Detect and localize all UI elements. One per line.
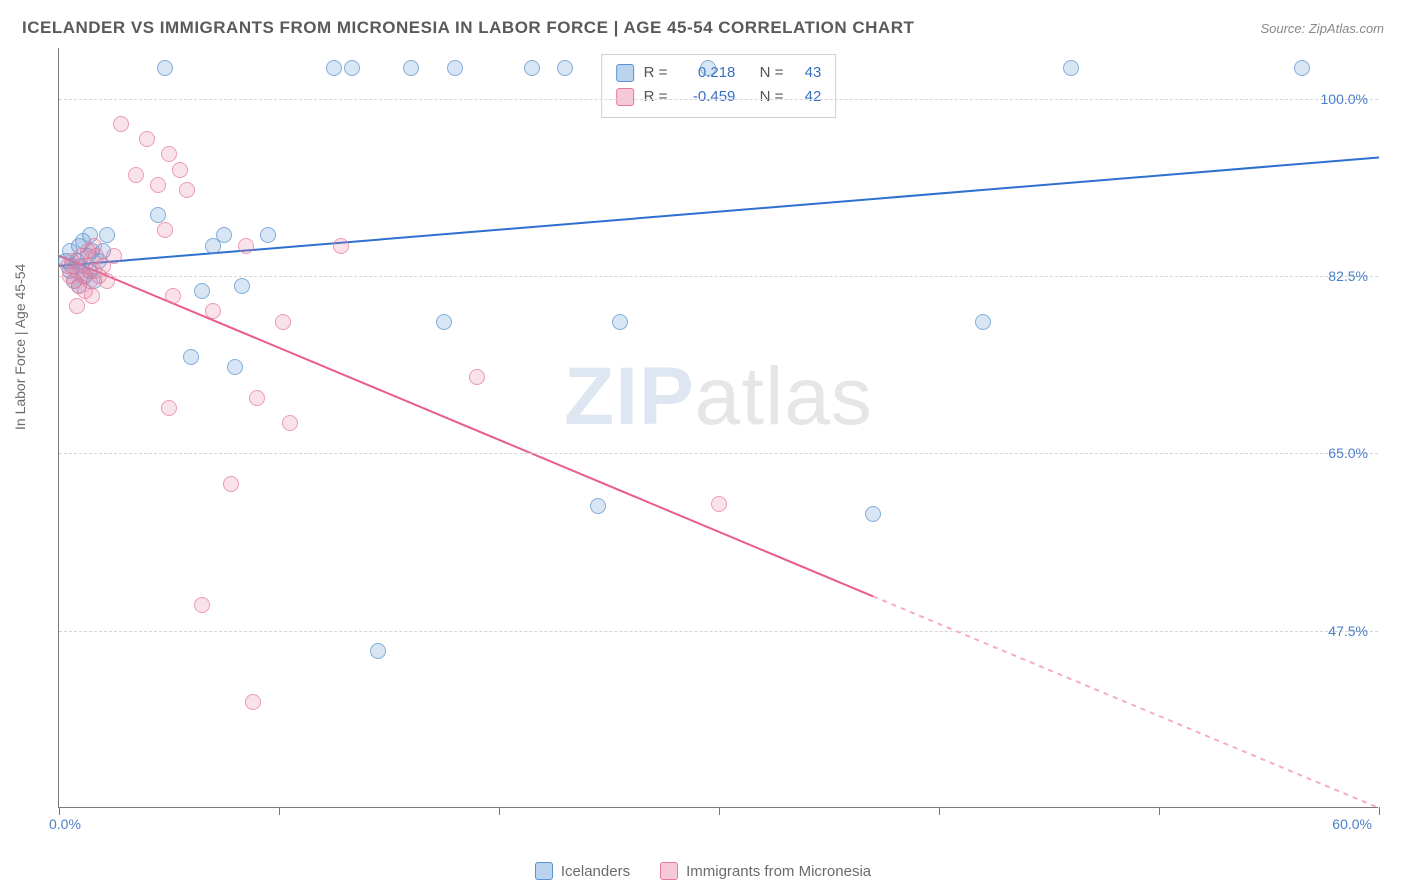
x-tick — [939, 807, 940, 815]
point-icelanders — [157, 60, 173, 76]
point-icelanders — [865, 506, 881, 522]
x-tick — [1379, 807, 1380, 815]
point-icelanders — [370, 643, 386, 659]
point-icelanders — [227, 359, 243, 375]
point-micronesia — [179, 182, 195, 198]
gridline-h — [59, 99, 1378, 100]
watermark-zip: ZIP — [564, 351, 695, 442]
plot-area: ZIPatlas R = 0.218 N = 43 R = -0.459 N =… — [58, 48, 1378, 808]
point-icelanders — [524, 60, 540, 76]
stats-legend-box: R = 0.218 N = 43 R = -0.459 N = 42 — [601, 54, 837, 118]
point-micronesia — [161, 146, 177, 162]
point-micronesia — [161, 400, 177, 416]
x-tick — [1159, 807, 1160, 815]
legend-item-icelanders: Icelanders — [535, 862, 630, 880]
point-icelanders — [260, 227, 276, 243]
point-icelanders — [216, 227, 232, 243]
point-icelanders — [326, 60, 342, 76]
x-tick-max: 60.0% — [1332, 816, 1372, 832]
point-icelanders — [436, 314, 452, 330]
swatch-pink-icon — [660, 862, 678, 880]
stats-row-pink: R = -0.459 N = 42 — [616, 85, 822, 109]
point-micronesia — [86, 238, 102, 254]
point-micronesia — [245, 694, 261, 710]
watermark: ZIPatlas — [564, 350, 873, 444]
bottom-legend: Icelanders Immigrants from Micronesia — [0, 862, 1406, 880]
point-micronesia — [165, 288, 181, 304]
x-tick — [279, 807, 280, 815]
point-micronesia — [139, 131, 155, 147]
chart-title: ICELANDER VS IMMIGRANTS FROM MICRONESIA … — [22, 18, 914, 38]
point-micronesia — [128, 167, 144, 183]
r-label: R = — [644, 61, 668, 85]
x-tick — [59, 807, 60, 815]
y-axis-label: In Labor Force | Age 45-54 — [12, 264, 28, 430]
point-icelanders — [403, 60, 419, 76]
point-micronesia — [194, 597, 210, 613]
swatch-pink-icon — [616, 88, 634, 106]
point-icelanders — [183, 349, 199, 365]
point-micronesia — [106, 248, 122, 264]
point-micronesia — [150, 177, 166, 193]
n-label: N = — [760, 61, 784, 85]
source-attribution: Source: ZipAtlas.com — [1260, 21, 1384, 36]
point-icelanders — [234, 278, 250, 294]
point-micronesia — [172, 162, 188, 178]
point-micronesia — [711, 496, 727, 512]
n-label: N = — [760, 85, 784, 109]
n-value-pink: 42 — [793, 85, 821, 109]
stats-row-blue: R = 0.218 N = 43 — [616, 61, 822, 85]
point-micronesia — [113, 116, 129, 132]
point-micronesia — [69, 298, 85, 314]
point-micronesia — [333, 238, 349, 254]
point-icelanders — [194, 283, 210, 299]
point-icelanders — [700, 60, 716, 76]
point-micronesia — [99, 273, 115, 289]
point-micronesia — [223, 476, 239, 492]
r-label: R = — [644, 85, 668, 109]
point-icelanders — [590, 498, 606, 514]
gridline-h — [59, 453, 1378, 454]
y-tick-label: 100.0% — [1321, 91, 1368, 107]
point-icelanders — [612, 314, 628, 330]
point-micronesia — [249, 390, 265, 406]
legend-item-micronesia: Immigrants from Micronesia — [660, 862, 871, 880]
y-tick-label: 82.5% — [1328, 268, 1368, 284]
point-icelanders — [975, 314, 991, 330]
title-bar: ICELANDER VS IMMIGRANTS FROM MICRONESIA … — [22, 18, 1384, 38]
point-micronesia — [238, 238, 254, 254]
gridline-h — [59, 276, 1378, 277]
x-tick — [499, 807, 500, 815]
n-value-blue: 43 — [793, 61, 821, 85]
swatch-blue-icon — [616, 64, 634, 82]
x-tick — [719, 807, 720, 815]
point-icelanders — [344, 60, 360, 76]
point-micronesia — [469, 369, 485, 385]
point-icelanders — [99, 227, 115, 243]
point-icelanders — [150, 207, 166, 223]
y-tick-label: 47.5% — [1328, 623, 1368, 639]
legend-label: Immigrants from Micronesia — [686, 863, 871, 880]
point-micronesia — [275, 314, 291, 330]
legend-label: Icelanders — [561, 863, 630, 880]
point-icelanders — [557, 60, 573, 76]
point-micronesia — [205, 303, 221, 319]
y-tick-label: 65.0% — [1328, 445, 1368, 461]
point-icelanders — [1294, 60, 1310, 76]
point-icelanders — [1063, 60, 1079, 76]
point-micronesia — [282, 415, 298, 431]
point-micronesia — [157, 222, 173, 238]
watermark-atlas: atlas — [695, 351, 873, 442]
gridline-h — [59, 631, 1378, 632]
r-value-pink: -0.459 — [677, 85, 735, 109]
point-icelanders — [447, 60, 463, 76]
x-tick-min: 0.0% — [49, 816, 81, 832]
swatch-blue-icon — [535, 862, 553, 880]
point-micronesia — [77, 283, 93, 299]
